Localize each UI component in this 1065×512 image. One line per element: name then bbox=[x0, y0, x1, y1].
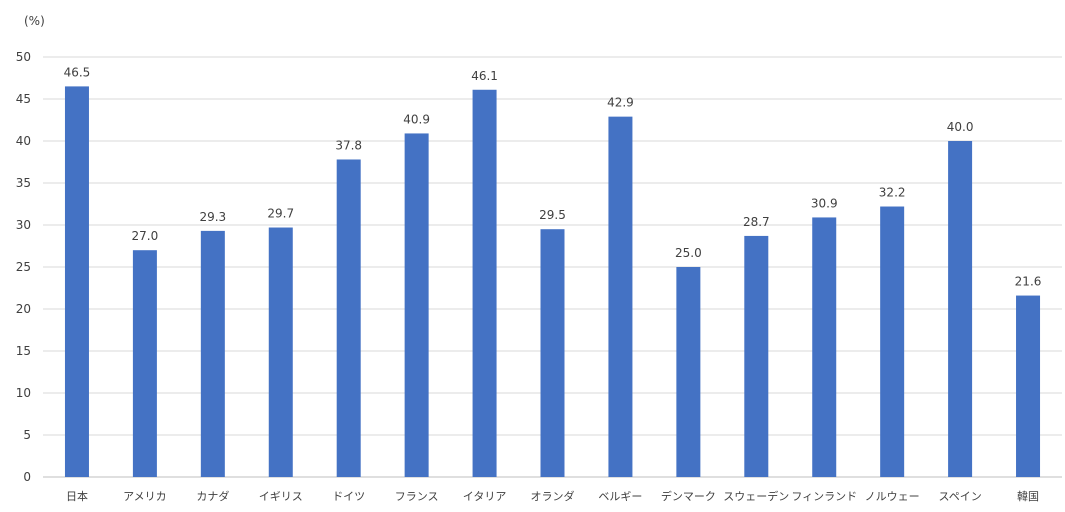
bar bbox=[540, 229, 565, 477]
data-label: 29.3 bbox=[199, 210, 226, 224]
y-tick-label: 0 bbox=[23, 470, 31, 484]
x-category-label: フィンランド bbox=[791, 490, 857, 503]
bar bbox=[812, 217, 837, 477]
data-label: 29.7 bbox=[267, 207, 294, 221]
y-tick-label: 10 bbox=[16, 386, 31, 400]
y-tick-label: 35 bbox=[16, 176, 31, 190]
data-label: 30.9 bbox=[811, 196, 838, 210]
x-category-label: ベルギー bbox=[598, 490, 642, 503]
x-category-label: スウェーデン bbox=[723, 489, 789, 503]
data-label: 28.7 bbox=[743, 215, 770, 229]
y-tick-label: 25 bbox=[16, 260, 31, 274]
y-tick-label: 45 bbox=[16, 92, 31, 106]
y-tick-label: 15 bbox=[16, 344, 31, 358]
data-label: 29.5 bbox=[539, 208, 566, 222]
bar bbox=[268, 227, 293, 477]
x-category-label: オランダ bbox=[531, 489, 575, 503]
bar bbox=[948, 141, 973, 477]
bar bbox=[472, 89, 497, 477]
x-category-label: ノルウェー bbox=[865, 490, 920, 503]
bar bbox=[608, 116, 633, 477]
x-category-label: カナダ bbox=[196, 489, 229, 503]
y-tick-label: 5 bbox=[23, 428, 31, 442]
data-label: 40.9 bbox=[403, 112, 430, 126]
bar bbox=[880, 206, 905, 477]
data-labels: 46.5 27.0 29.3 29.7 37.8 40.9 46.1 29.5 42.9 25.0… bbox=[64, 65, 1042, 288]
y-tick-label: 30 bbox=[16, 218, 31, 232]
x-category-label: イギリス bbox=[259, 490, 303, 503]
bar bbox=[132, 250, 157, 477]
data-label: 21.6 bbox=[1015, 275, 1042, 289]
data-label: 40.0 bbox=[947, 120, 974, 134]
x-category-label: アメリカ bbox=[123, 490, 166, 503]
data-label: 27.0 bbox=[132, 229, 159, 243]
x-axis-categories: 日本 アメリカ カナダ イギリス ドイツ フランス イタリア オランダ ベルギー デンマーク スウェ… bbox=[66, 489, 1039, 503]
bar bbox=[404, 133, 429, 477]
bar bbox=[336, 159, 361, 478]
y-axis-unit-label: (%) bbox=[24, 14, 45, 28]
x-category-label: ドイツ bbox=[332, 490, 365, 503]
x-category-label: スペイン bbox=[938, 490, 981, 503]
y-tick-label: 20 bbox=[16, 302, 31, 316]
data-label: 32.2 bbox=[879, 186, 906, 200]
y-tick-label: 50 bbox=[16, 50, 31, 64]
bar bbox=[744, 235, 769, 477]
bar bbox=[200, 230, 225, 477]
bars bbox=[64, 86, 1041, 478]
data-label: 46.1 bbox=[471, 69, 498, 83]
bar bbox=[1016, 295, 1041, 477]
data-label: 37.8 bbox=[335, 138, 362, 152]
data-label: 42.9 bbox=[607, 96, 634, 110]
x-category-label: デンマーク bbox=[661, 489, 716, 503]
bar bbox=[676, 267, 701, 477]
x-category-label: フランス bbox=[395, 490, 439, 503]
y-axis-ticks: 0 5 10 15 20 25 30 35 40 45 50 bbox=[16, 50, 31, 484]
x-category-label: 韓国 bbox=[1017, 490, 1039, 503]
x-category-label: 日本 bbox=[66, 489, 88, 503]
y-tick-label: 40 bbox=[16, 134, 31, 148]
data-label: 25.0 bbox=[675, 246, 702, 260]
data-label: 46.5 bbox=[64, 65, 91, 79]
bar bbox=[64, 86, 89, 478]
x-category-label: イタリア bbox=[463, 490, 507, 503]
